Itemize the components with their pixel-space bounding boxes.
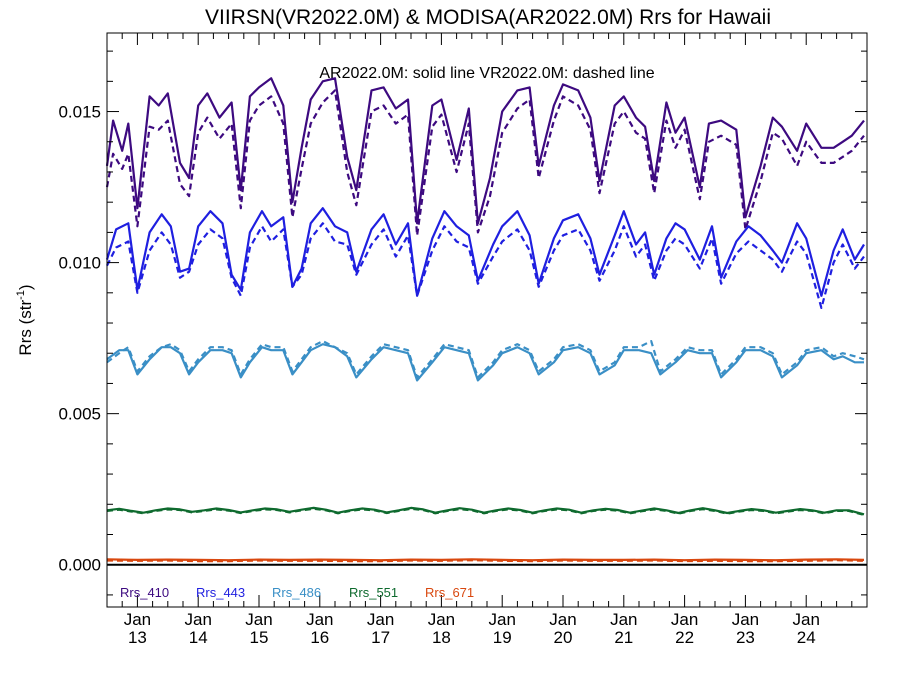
legend-entry-rrs-410: Rrs_410 [120, 585, 169, 600]
y-axis-label-close: ) [16, 284, 35, 290]
y-axis-label-main: Rrs (str [16, 300, 35, 356]
legend-entry-rrs-443: Rrs_443 [196, 585, 245, 600]
series-line-rrs-410-solid [105, 77, 865, 225]
y-tick-label: 0.005 [58, 405, 101, 424]
x-tick-label-month: Jan [306, 610, 333, 629]
y-tick-label: 0.010 [58, 254, 101, 273]
x-tick-label-month: Jan [367, 610, 394, 629]
series-line-rrs-443-solid [105, 207, 865, 297]
plot-frame [106, 32, 868, 608]
x-tick-label-month: Jan [549, 610, 576, 629]
y-axis-ticks: 0.000 0.005 0.010 0.015 [58, 50, 867, 596]
series-line-rrs-443-dashed [106, 222, 865, 309]
x-tick-label-month: Jan [184, 610, 211, 629]
y-tick-label: 0.015 [58, 103, 101, 122]
x-tick-label-month: Jan [245, 610, 272, 629]
x-tick-label-year: 14 [189, 628, 208, 647]
legend-entry-rrs-486: Rrs_486 [272, 585, 321, 600]
series-layer [105, 77, 865, 563]
x-tick-label-year: 13 [128, 628, 147, 647]
x-tick-label-year: 20 [554, 628, 573, 647]
x-tick-label-year: 21 [614, 628, 633, 647]
x-tick-label-year: 17 [371, 628, 390, 647]
series-line-rrs-410-dashed [105, 89, 865, 237]
x-tick-label-year: 22 [675, 628, 694, 647]
x-tick-label-year: 23 [736, 628, 755, 647]
x-tick-label-month: Jan [671, 610, 698, 629]
x-tick-label-month: Jan [610, 610, 637, 629]
y-axis-label: Rrs (str-1) [15, 284, 35, 355]
x-tick-label-month: Jan [732, 610, 759, 629]
line-style-note: AR2022.0M: solid line VR2022.0M: dashed … [319, 65, 654, 82]
series-line-rrs-671-dashed [106, 559, 865, 563]
x-tick-label-month: Jan [488, 610, 515, 629]
series-line-rrs-486-solid [106, 343, 864, 382]
x-tick-label-month: Jan [428, 610, 455, 629]
x-tick-label-year: 24 [797, 628, 816, 647]
legend-entry-rrs-551: Rrs_551 [349, 585, 398, 600]
x-tick-label-month: Jan [124, 610, 151, 629]
x-axis-ticks: Jan13Jan14Jan15Jan16Jan17Jan18Jan19Jan20… [121, 33, 853, 647]
x-tick-label-year: 16 [310, 628, 329, 647]
x-tick-label-year: 15 [250, 628, 269, 647]
x-tick-label-month: Jan [792, 610, 819, 629]
legend: Rrs_410 Rrs_443 Rrs_486 Rrs_551 Rrs_671 [120, 585, 474, 600]
series-line-rrs-551-dashed [106, 507, 865, 516]
legend-entry-rrs-671: Rrs_671 [425, 585, 474, 600]
y-axis-label-superscript: -1 [15, 290, 27, 300]
y-tick-label: 0.000 [58, 556, 101, 575]
x-tick-label-year: 19 [493, 628, 512, 647]
series-line-rrs-486-dashed [106, 340, 865, 379]
chart-title: VIIRSN(VR2022.0M) & MODISA(AR2022.0M) Rr… [205, 6, 771, 29]
x-tick-label-year: 18 [432, 628, 451, 647]
